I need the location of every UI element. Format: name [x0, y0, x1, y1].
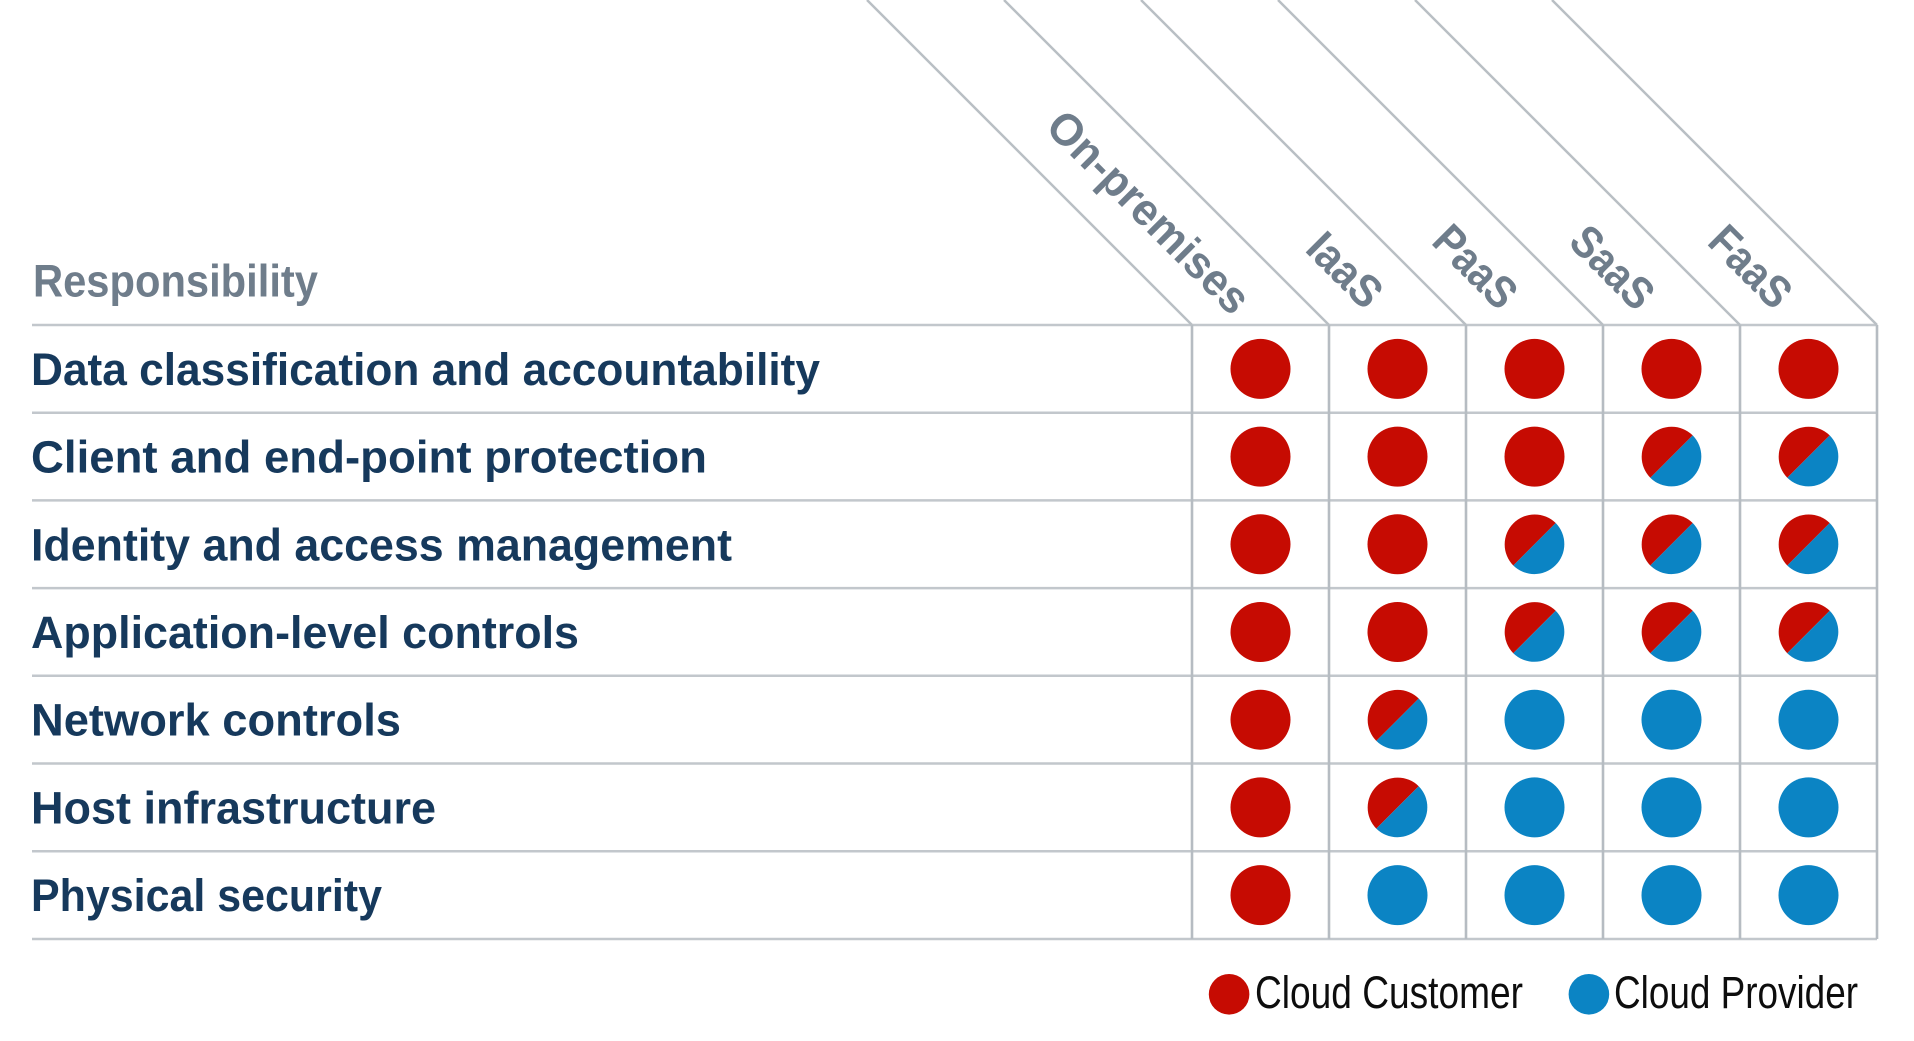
- svg-text:Application-level controls: Application-level controls: [31, 607, 579, 658]
- svg-text:Responsibility: Responsibility: [33, 255, 318, 306]
- svg-text:Data classification and accoun: Data classification and accountability: [31, 344, 820, 395]
- svg-text:Host infrastructure: Host infrastructure: [31, 782, 436, 833]
- svg-text:Cloud Customer: Cloud Customer: [1255, 967, 1523, 1018]
- svg-text:Identity and access management: Identity and access management: [31, 519, 732, 570]
- svg-text:Network controls: Network controls: [31, 695, 401, 746]
- svg-text:Cloud Provider: Cloud Provider: [1614, 967, 1858, 1018]
- svg-text:Client and end-point protectio: Client and end-point protection: [31, 432, 707, 483]
- svg-text:Physical security: Physical security: [31, 870, 382, 921]
